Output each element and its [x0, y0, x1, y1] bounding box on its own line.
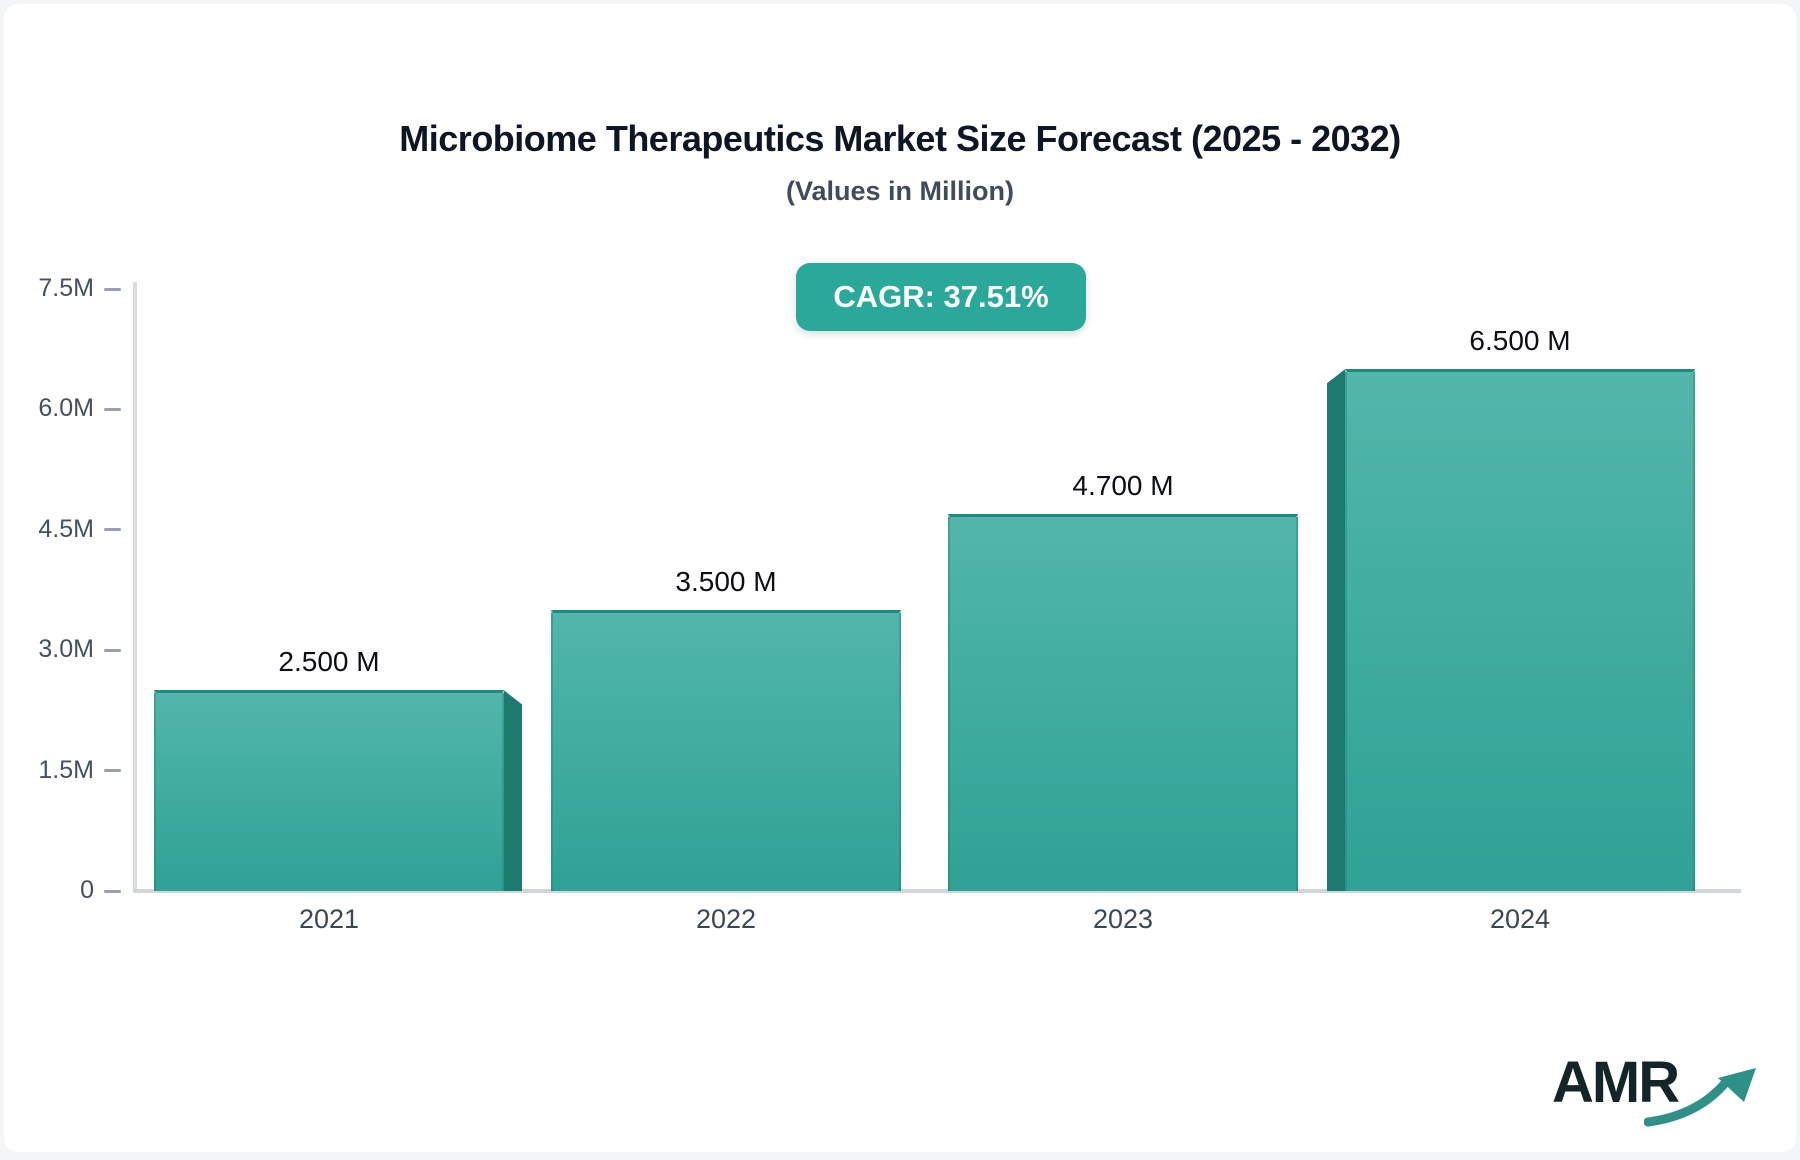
growth-arrow-icon [1644, 1068, 1756, 1127]
bar-value-label-2021: 2.500 M [278, 646, 380, 678]
x-axis-label-2024: 2024 [1489, 904, 1551, 934]
cagr-badge-label: CAGR: 37.51% [833, 279, 1049, 314]
y-tick-label: 1.5M [38, 755, 94, 784]
chart-title: Microbiome Therapeutics Market Size Fore… [399, 118, 1401, 159]
x-axis-label-2022: 2022 [695, 904, 757, 934]
bar-value-label-2023: 4.700 M [1072, 469, 1174, 501]
bar-2023 [948, 513, 1298, 891]
y-tick-label: 7.5M [38, 274, 94, 302]
y-tick-label: 4.5M [38, 514, 94, 543]
y-tick-mark [104, 528, 121, 532]
y-tick-mark [104, 648, 121, 652]
x-axis-label-2023: 2023 [1092, 904, 1154, 934]
y-tick-label: 6.0M [38, 394, 94, 423]
bar-2022 [551, 610, 901, 891]
y-axis-line [133, 282, 137, 893]
x-axis-baseline [133, 889, 1741, 893]
bar-2021 [154, 690, 504, 891]
y-tick-mark [104, 769, 121, 773]
y-tick-mark [104, 407, 121, 411]
x-axis-label-2021: 2021 [298, 904, 360, 934]
y-tick-label: 3.0M [38, 635, 94, 664]
bar-2024-side-face [1327, 369, 1345, 891]
amr-logo: AMR [1552, 1052, 1772, 1142]
chart-card: Microbiome Therapeutics Market Size Fore… [4, 4, 1796, 1152]
y-tick-label: 0 [80, 876, 94, 904]
y-tick-mark [104, 889, 121, 893]
bar-2021-side-face [504, 690, 522, 891]
cagr-badge: CAGR: 37.51% [796, 263, 1086, 331]
bar-value-label-2022: 3.500 M [675, 566, 777, 598]
bar-chart-plot-area: 0 1.5M 3.0M 4.5M 6.0M 7.5M 2.500 M 2021 3.500 M 2… [4, 4, 1800, 1160]
bar-value-label-2024: 6.500 M [1469, 325, 1571, 357]
chart-subtitle: (Values in Million) [785, 176, 1015, 206]
bar-2024 [1345, 369, 1695, 891]
amr-logo-text: AMR [1552, 1050, 1680, 1115]
y-tick-mark [104, 287, 121, 291]
